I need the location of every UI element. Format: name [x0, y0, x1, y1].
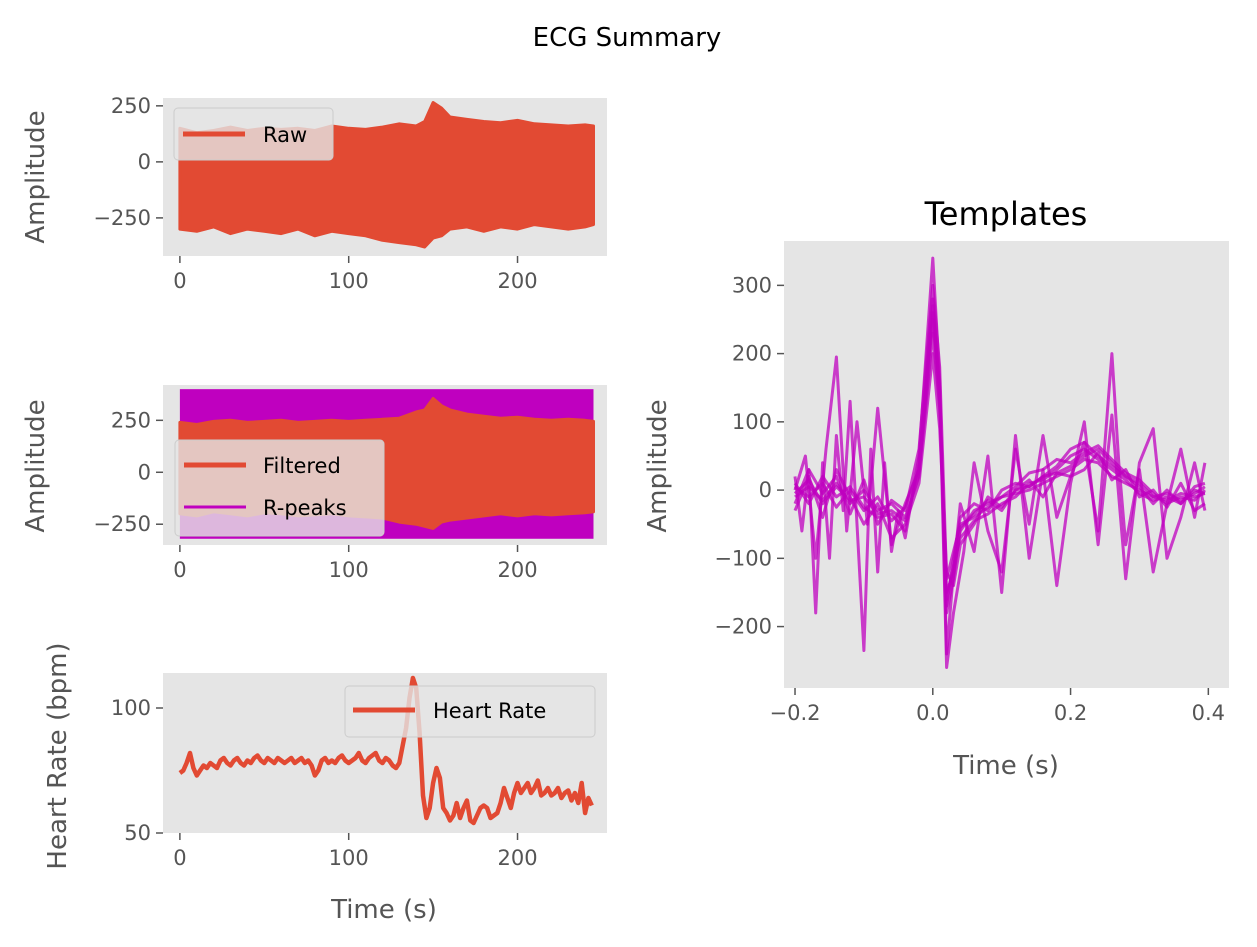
templates-y-axis-label: Amplitude [643, 399, 673, 532]
raw-signal-panel: 0 100 200 250 0 −250 Amplitude Raw [21, 94, 607, 293]
template-beat-line [793, 283, 1206, 581]
x-tick-label: 100 [329, 558, 369, 582]
heart-rate-legend-label: Heart Rate [433, 699, 546, 723]
heart-rate-panel: 0 100 200 100 50 Time (s) Heart Rate (bpm) H… [43, 642, 607, 925]
y-tick-label: 0 [138, 150, 151, 174]
x-tick-label: 200 [497, 846, 537, 870]
heart-rate-legend: Heart Rate [344, 685, 596, 738]
y-tick-label: 300 [732, 273, 772, 297]
heart-rate-line [178, 675, 594, 826]
x-tick-label: 0.4 [1192, 701, 1225, 725]
template-beat-line [793, 304, 1206, 615]
x-tick-label: 0 [173, 558, 186, 582]
template-beat-line [794, 318, 1206, 601]
heart-rate-x-axis-label: Time (s) [330, 895, 437, 925]
y-tick-label: 100 [732, 410, 772, 434]
x-tick-label: 100 [329, 846, 369, 870]
heart-rate-legend-box [344, 685, 596, 738]
x-tick-label: 0 [173, 846, 186, 870]
templates-plot-area [793, 256, 1207, 669]
templates-title: Templates [924, 195, 1088, 233]
filtered-legend: Filtered R-peaks [174, 439, 385, 537]
y-tick-label: 0 [759, 478, 772, 502]
raw-legend-label: Raw [263, 123, 307, 147]
x-tick-label: 200 [497, 269, 537, 293]
x-tick-label: 0.0 [916, 701, 949, 725]
raw-y-axis-label: Amplitude [21, 110, 51, 243]
rpeaks-legend-label: R-peaks [263, 496, 347, 520]
templates-panel: −0.2 0.0 0.2 0.4 300 200 100 0 −100 −200 Template… [643, 195, 1229, 781]
filtered-legend-label: Filtered [263, 454, 341, 478]
heart-rate-ticks: 0 100 200 100 50 [111, 696, 538, 870]
raw-ticks: 0 100 200 250 0 −250 [93, 94, 537, 293]
templates-ticks: −0.2 0.0 0.2 0.4 300 200 100 0 −100 −200 [714, 273, 1225, 725]
x-tick-label: 0 [173, 269, 186, 293]
y-tick-label: −200 [714, 615, 772, 639]
raw-legend-box [173, 107, 334, 161]
y-tick-label: 0 [138, 460, 151, 484]
templates-axes-background [784, 241, 1229, 688]
y-tick-label: 250 [111, 408, 151, 432]
x-tick-label: 200 [497, 558, 537, 582]
y-tick-label: −250 [93, 512, 151, 536]
y-tick-label: −250 [93, 206, 151, 230]
y-tick-label: 200 [732, 342, 772, 366]
raw-legend: Raw [173, 107, 334, 161]
y-tick-label: 50 [124, 821, 151, 845]
filtered-y-axis-label: Amplitude [21, 399, 51, 532]
x-tick-label: 0.2 [1054, 701, 1087, 725]
heart-rate-plot-area [178, 675, 594, 826]
x-tick-label: 100 [329, 269, 369, 293]
heart-rate-y-axis-label: Heart Rate (bpm) [43, 642, 73, 869]
y-tick-label: 100 [111, 696, 151, 720]
templates-x-axis-label: Time (s) [952, 751, 1059, 781]
filtered-signal-panel: 0 100 200 250 0 −250 Amplitude Filtered R-pea… [21, 385, 607, 582]
y-tick-label: −100 [714, 546, 772, 570]
filtered-ticks: 0 100 200 250 0 −250 [93, 408, 537, 582]
figure-suptitle: ECG Summary [533, 23, 722, 53]
y-tick-label: 250 [111, 94, 151, 118]
x-tick-label: −0.2 [770, 701, 821, 725]
